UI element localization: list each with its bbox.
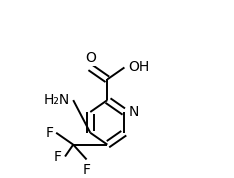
Text: N: N <box>128 105 139 119</box>
Text: O: O <box>85 51 96 64</box>
Text: F: F <box>83 163 91 177</box>
Text: F: F <box>45 126 53 140</box>
Text: OH: OH <box>128 61 149 74</box>
Text: F: F <box>54 150 62 164</box>
Text: H₂N: H₂N <box>43 93 69 107</box>
